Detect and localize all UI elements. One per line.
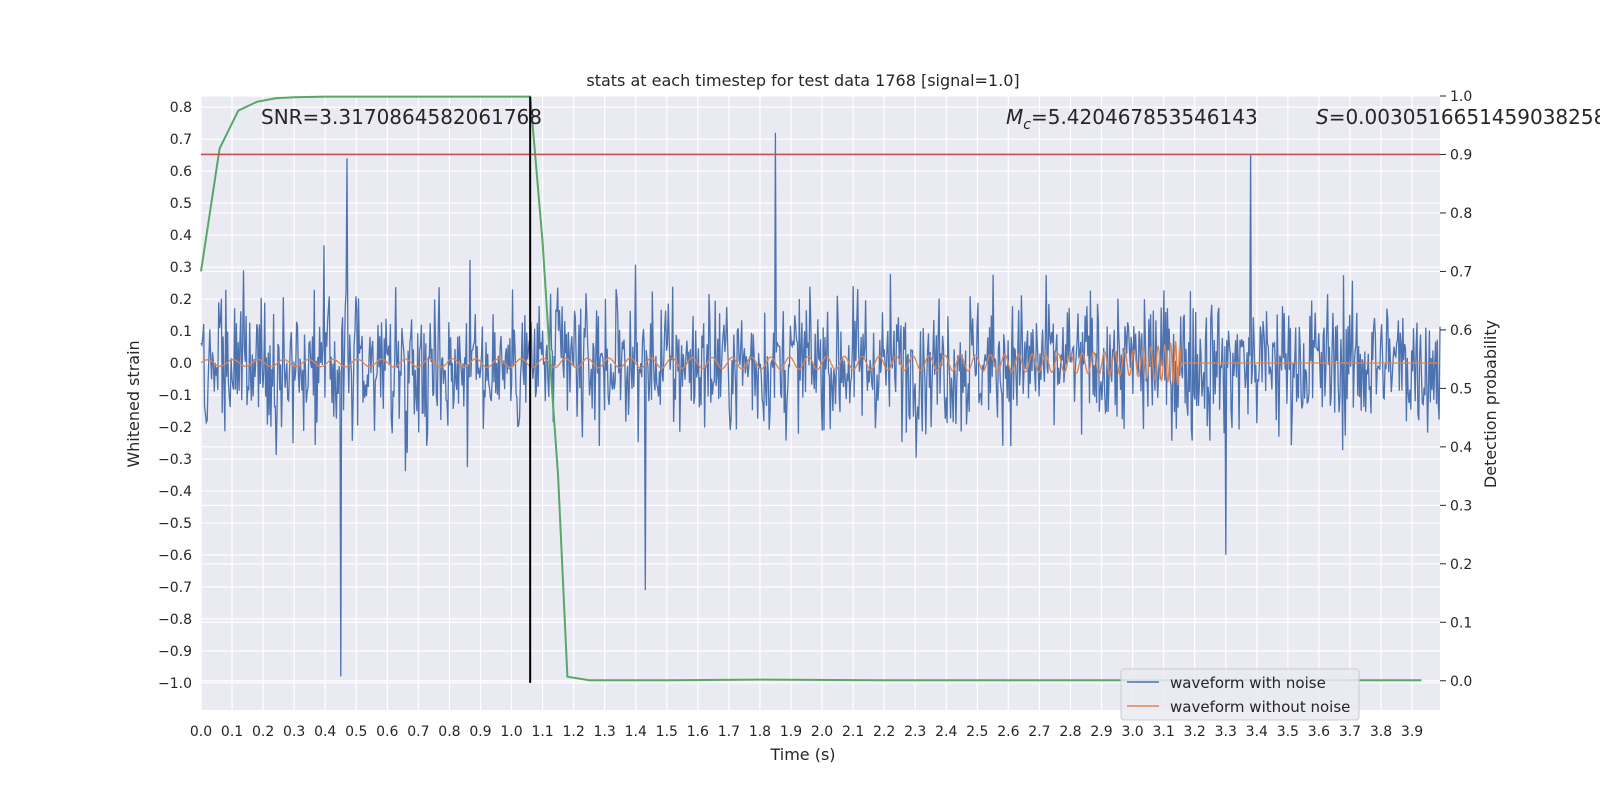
x-tick-label: 2.7	[1028, 724, 1050, 740]
series-detection-probability	[200, 95, 1422, 682]
x-tick-label: 2.8	[1059, 724, 1081, 740]
y-tick-label: 0.3	[170, 260, 192, 276]
y2-tick-label: 1.0	[1450, 89, 1472, 105]
s-annotation: S=0.0030516651459038258	[1316, 105, 1600, 129]
y-tick-label: −1.0	[158, 676, 192, 692]
x-tick-label: 1.3	[594, 724, 616, 740]
x-tick-label: 0.4	[314, 724, 336, 740]
x-tick-label: 3.9	[1401, 724, 1423, 740]
x-tick-label: 1.4	[625, 724, 647, 740]
x-tick-label: 1.9	[780, 724, 802, 740]
x-tick-label: 1.0	[500, 724, 522, 740]
y-tick-label: −0.8	[158, 612, 192, 628]
x-tick-label: 1.6	[687, 724, 709, 740]
mc-value: =5.420467853546143	[1031, 105, 1258, 129]
x-tick-label: 2.4	[935, 724, 957, 740]
x-tick-label: 3.3	[1215, 724, 1237, 740]
x-tick-label: 1.5	[656, 724, 678, 740]
y2-tick-label: 0.0	[1450, 674, 1472, 690]
y2-tick-label: 0.2	[1450, 557, 1472, 573]
legend-label-noise: waveform with noise	[1170, 674, 1326, 692]
x-tick-label: 2.5	[966, 724, 988, 740]
x-tick-label: 1.1	[531, 724, 553, 740]
chirp-mass-annotation: Mc=5.420467853546143	[1006, 105, 1258, 133]
y2-tick-label: 0.4	[1450, 440, 1472, 456]
y2-tick-label: 0.6	[1450, 323, 1472, 339]
x-tick-label: 2.6	[997, 724, 1019, 740]
y2-axis-label: Detection probability	[1481, 320, 1500, 488]
x-tick-label: 0.5	[345, 724, 367, 740]
x-tick-label: 3.7	[1339, 724, 1361, 740]
chart-title: stats at each timestep for test data 176…	[586, 71, 1019, 90]
y-tick-label: −0.9	[158, 644, 192, 660]
legend-label-clean: waveform without noise	[1170, 698, 1350, 716]
x-tick-label: 1.8	[749, 724, 771, 740]
x-tick-label: 0.9	[469, 724, 491, 740]
x-tick-label: 1.2	[562, 724, 584, 740]
y-tick-label: 0.8	[170, 100, 192, 116]
y-tick-label: 0.4	[170, 228, 192, 244]
y-tick-label: 0.1	[170, 324, 192, 340]
snr-annotation: SNR=3.3170864582061768	[261, 105, 542, 129]
y-tick-label: −0.3	[158, 452, 192, 468]
x-tick-label: 2.0	[811, 724, 833, 740]
grid	[200, 95, 1440, 710]
x-tick-label: 2.9	[1090, 724, 1112, 740]
y-tick-label: −0.6	[158, 548, 192, 564]
s-symbol: S	[1316, 105, 1329, 129]
x-tick-label: 0.0	[190, 724, 212, 740]
y-tick-label: −0.7	[158, 580, 192, 596]
x-tick-label: 3.8	[1370, 724, 1392, 740]
series-waveform-with-noise	[200, 132, 1441, 677]
x-tick-label: 3.5	[1277, 724, 1299, 740]
y-tick-label: 0.6	[170, 164, 192, 180]
y-tick-label: 0.0	[170, 356, 192, 372]
clean-line	[200, 340, 1440, 386]
legend-box	[1120, 668, 1360, 721]
y-tick-label: −0.1	[158, 388, 192, 404]
x-tick-label: 2.3	[904, 724, 926, 740]
mc-symbol: M	[1006, 105, 1023, 129]
x-tick-label: 3.0	[1121, 724, 1143, 740]
y2-axis-ticks: 1.0 0.9 0.8 0.7 0.6 0.5 0.4 0.3 0.2 0.1 0.0	[1440, 89, 1472, 690]
s-value: =0.0030516651459038258	[1329, 105, 1600, 129]
x-axis-label: Time (s)	[769, 745, 835, 764]
x-tick-label: 3.1	[1152, 724, 1174, 740]
x-tick-label: 0.1	[221, 724, 243, 740]
x-tick-label: 3.2	[1184, 724, 1206, 740]
y-tick-label: 0.7	[170, 132, 192, 148]
x-tick-label: 3.6	[1308, 724, 1330, 740]
y-tick-label: −0.5	[158, 516, 192, 532]
y2-tick-label: 0.5	[1450, 381, 1472, 397]
y-axis-ticks: 0.8 0.7 0.6 0.5 0.4 0.3 0.2 0.1 0.0 −0.1 −0.2 −0.3 −…	[158, 100, 192, 692]
x-tick-label: 0.6	[376, 724, 398, 740]
x-axis-ticks: 0.0 0.1 0.2 0.3 0.4 0.5 0.6 0.7 0.8 0.9 1.0 1.1 1.2 1…	[190, 724, 1423, 740]
y-tick-label: 0.5	[170, 196, 192, 212]
noise-line	[200, 132, 1441, 677]
y2-tick-label: 0.8	[1450, 206, 1472, 222]
x-tick-label: 0.7	[407, 724, 429, 740]
legend: waveform with noise waveform without noi…	[1120, 668, 1360, 721]
x-tick-label: 0.8	[438, 724, 460, 740]
x-tick-label: 2.1	[842, 724, 864, 740]
series-waveform-without-noise	[200, 340, 1440, 386]
y-tick-label: −0.2	[158, 420, 192, 436]
mc-subscript: c	[1023, 117, 1031, 133]
y2-tick-label: 0.3	[1450, 498, 1472, 514]
x-tick-label: 1.7	[718, 724, 740, 740]
probability-line	[200, 95, 1422, 682]
y2-tick-label: 0.1	[1450, 615, 1472, 631]
y2-tick-label: 0.9	[1450, 147, 1472, 163]
reference-lines	[201, 96, 1440, 683]
x-tick-label: 0.2	[252, 724, 274, 740]
y-tick-label: −0.4	[158, 484, 192, 500]
y2-tick-label: 0.7	[1450, 264, 1472, 280]
x-tick-label: 3.4	[1246, 724, 1268, 740]
x-tick-label: 2.2	[873, 724, 895, 740]
x-tick-label: 0.3	[283, 724, 305, 740]
y-tick-label: 0.2	[170, 292, 192, 308]
y-axis-label: Whitened strain	[124, 340, 143, 467]
